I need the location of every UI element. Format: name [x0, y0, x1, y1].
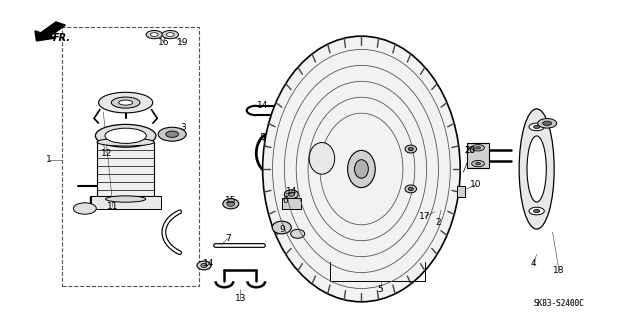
Circle shape	[74, 203, 97, 214]
Circle shape	[476, 146, 481, 149]
Ellipse shape	[227, 201, 235, 206]
Circle shape	[472, 160, 484, 167]
Ellipse shape	[519, 109, 554, 229]
Text: 1: 1	[46, 155, 52, 164]
Text: 14: 14	[257, 101, 268, 110]
Text: FR.: FR.	[53, 33, 71, 43]
Circle shape	[162, 31, 179, 39]
Ellipse shape	[105, 128, 147, 143]
Bar	[467, 143, 489, 168]
Circle shape	[534, 210, 540, 213]
Circle shape	[166, 131, 179, 137]
Ellipse shape	[262, 36, 460, 302]
Text: 5: 5	[378, 285, 383, 294]
Text: 4: 4	[531, 259, 536, 268]
Circle shape	[476, 162, 481, 165]
Text: 20: 20	[464, 145, 476, 154]
Ellipse shape	[309, 143, 335, 174]
Ellipse shape	[272, 221, 291, 234]
Text: 11: 11	[107, 203, 118, 211]
Ellipse shape	[118, 100, 132, 105]
Ellipse shape	[197, 261, 211, 270]
Bar	[97, 142, 154, 196]
Text: 12: 12	[101, 149, 112, 158]
Text: 3: 3	[180, 123, 186, 132]
Text: 17: 17	[419, 212, 431, 221]
Text: 15: 15	[225, 196, 237, 205]
Ellipse shape	[408, 187, 413, 191]
Ellipse shape	[284, 190, 298, 199]
Bar	[282, 198, 301, 210]
Ellipse shape	[348, 150, 375, 188]
Circle shape	[534, 125, 540, 129]
Text: 9: 9	[279, 225, 285, 234]
Ellipse shape	[527, 136, 547, 202]
Bar	[91, 196, 161, 209]
Text: 7: 7	[225, 234, 230, 243]
Text: 18: 18	[553, 266, 564, 275]
Bar	[457, 186, 465, 197]
Circle shape	[543, 121, 552, 126]
Ellipse shape	[223, 199, 239, 209]
FancyArrow shape	[35, 22, 65, 41]
Text: 16: 16	[158, 38, 170, 47]
Circle shape	[472, 145, 484, 151]
Circle shape	[158, 127, 186, 141]
Ellipse shape	[355, 160, 369, 178]
Text: 14: 14	[285, 187, 297, 196]
Ellipse shape	[405, 185, 417, 193]
Ellipse shape	[99, 92, 153, 113]
Circle shape	[146, 31, 163, 39]
Ellipse shape	[111, 97, 140, 108]
Ellipse shape	[201, 263, 207, 268]
Circle shape	[166, 33, 174, 36]
Circle shape	[529, 123, 544, 131]
Text: 10: 10	[470, 180, 482, 189]
Text: 8: 8	[260, 133, 266, 142]
Ellipse shape	[405, 145, 417, 153]
Ellipse shape	[408, 147, 413, 151]
Text: SK83-S2400C: SK83-S2400C	[534, 299, 584, 308]
Text: 20: 20	[465, 145, 475, 154]
Text: 13: 13	[235, 294, 246, 303]
Bar	[62, 27, 199, 286]
Text: 14: 14	[203, 259, 214, 268]
Ellipse shape	[106, 196, 146, 202]
Circle shape	[529, 207, 544, 215]
Text: 2: 2	[435, 218, 441, 227]
Ellipse shape	[95, 124, 156, 147]
Ellipse shape	[291, 229, 305, 238]
Circle shape	[150, 33, 158, 36]
Ellipse shape	[97, 138, 154, 146]
Text: SK83-S2400C: SK83-S2400C	[534, 299, 584, 308]
Text: 6: 6	[282, 196, 288, 205]
Text: 19: 19	[177, 38, 189, 47]
Ellipse shape	[288, 192, 294, 196]
Circle shape	[538, 119, 557, 128]
